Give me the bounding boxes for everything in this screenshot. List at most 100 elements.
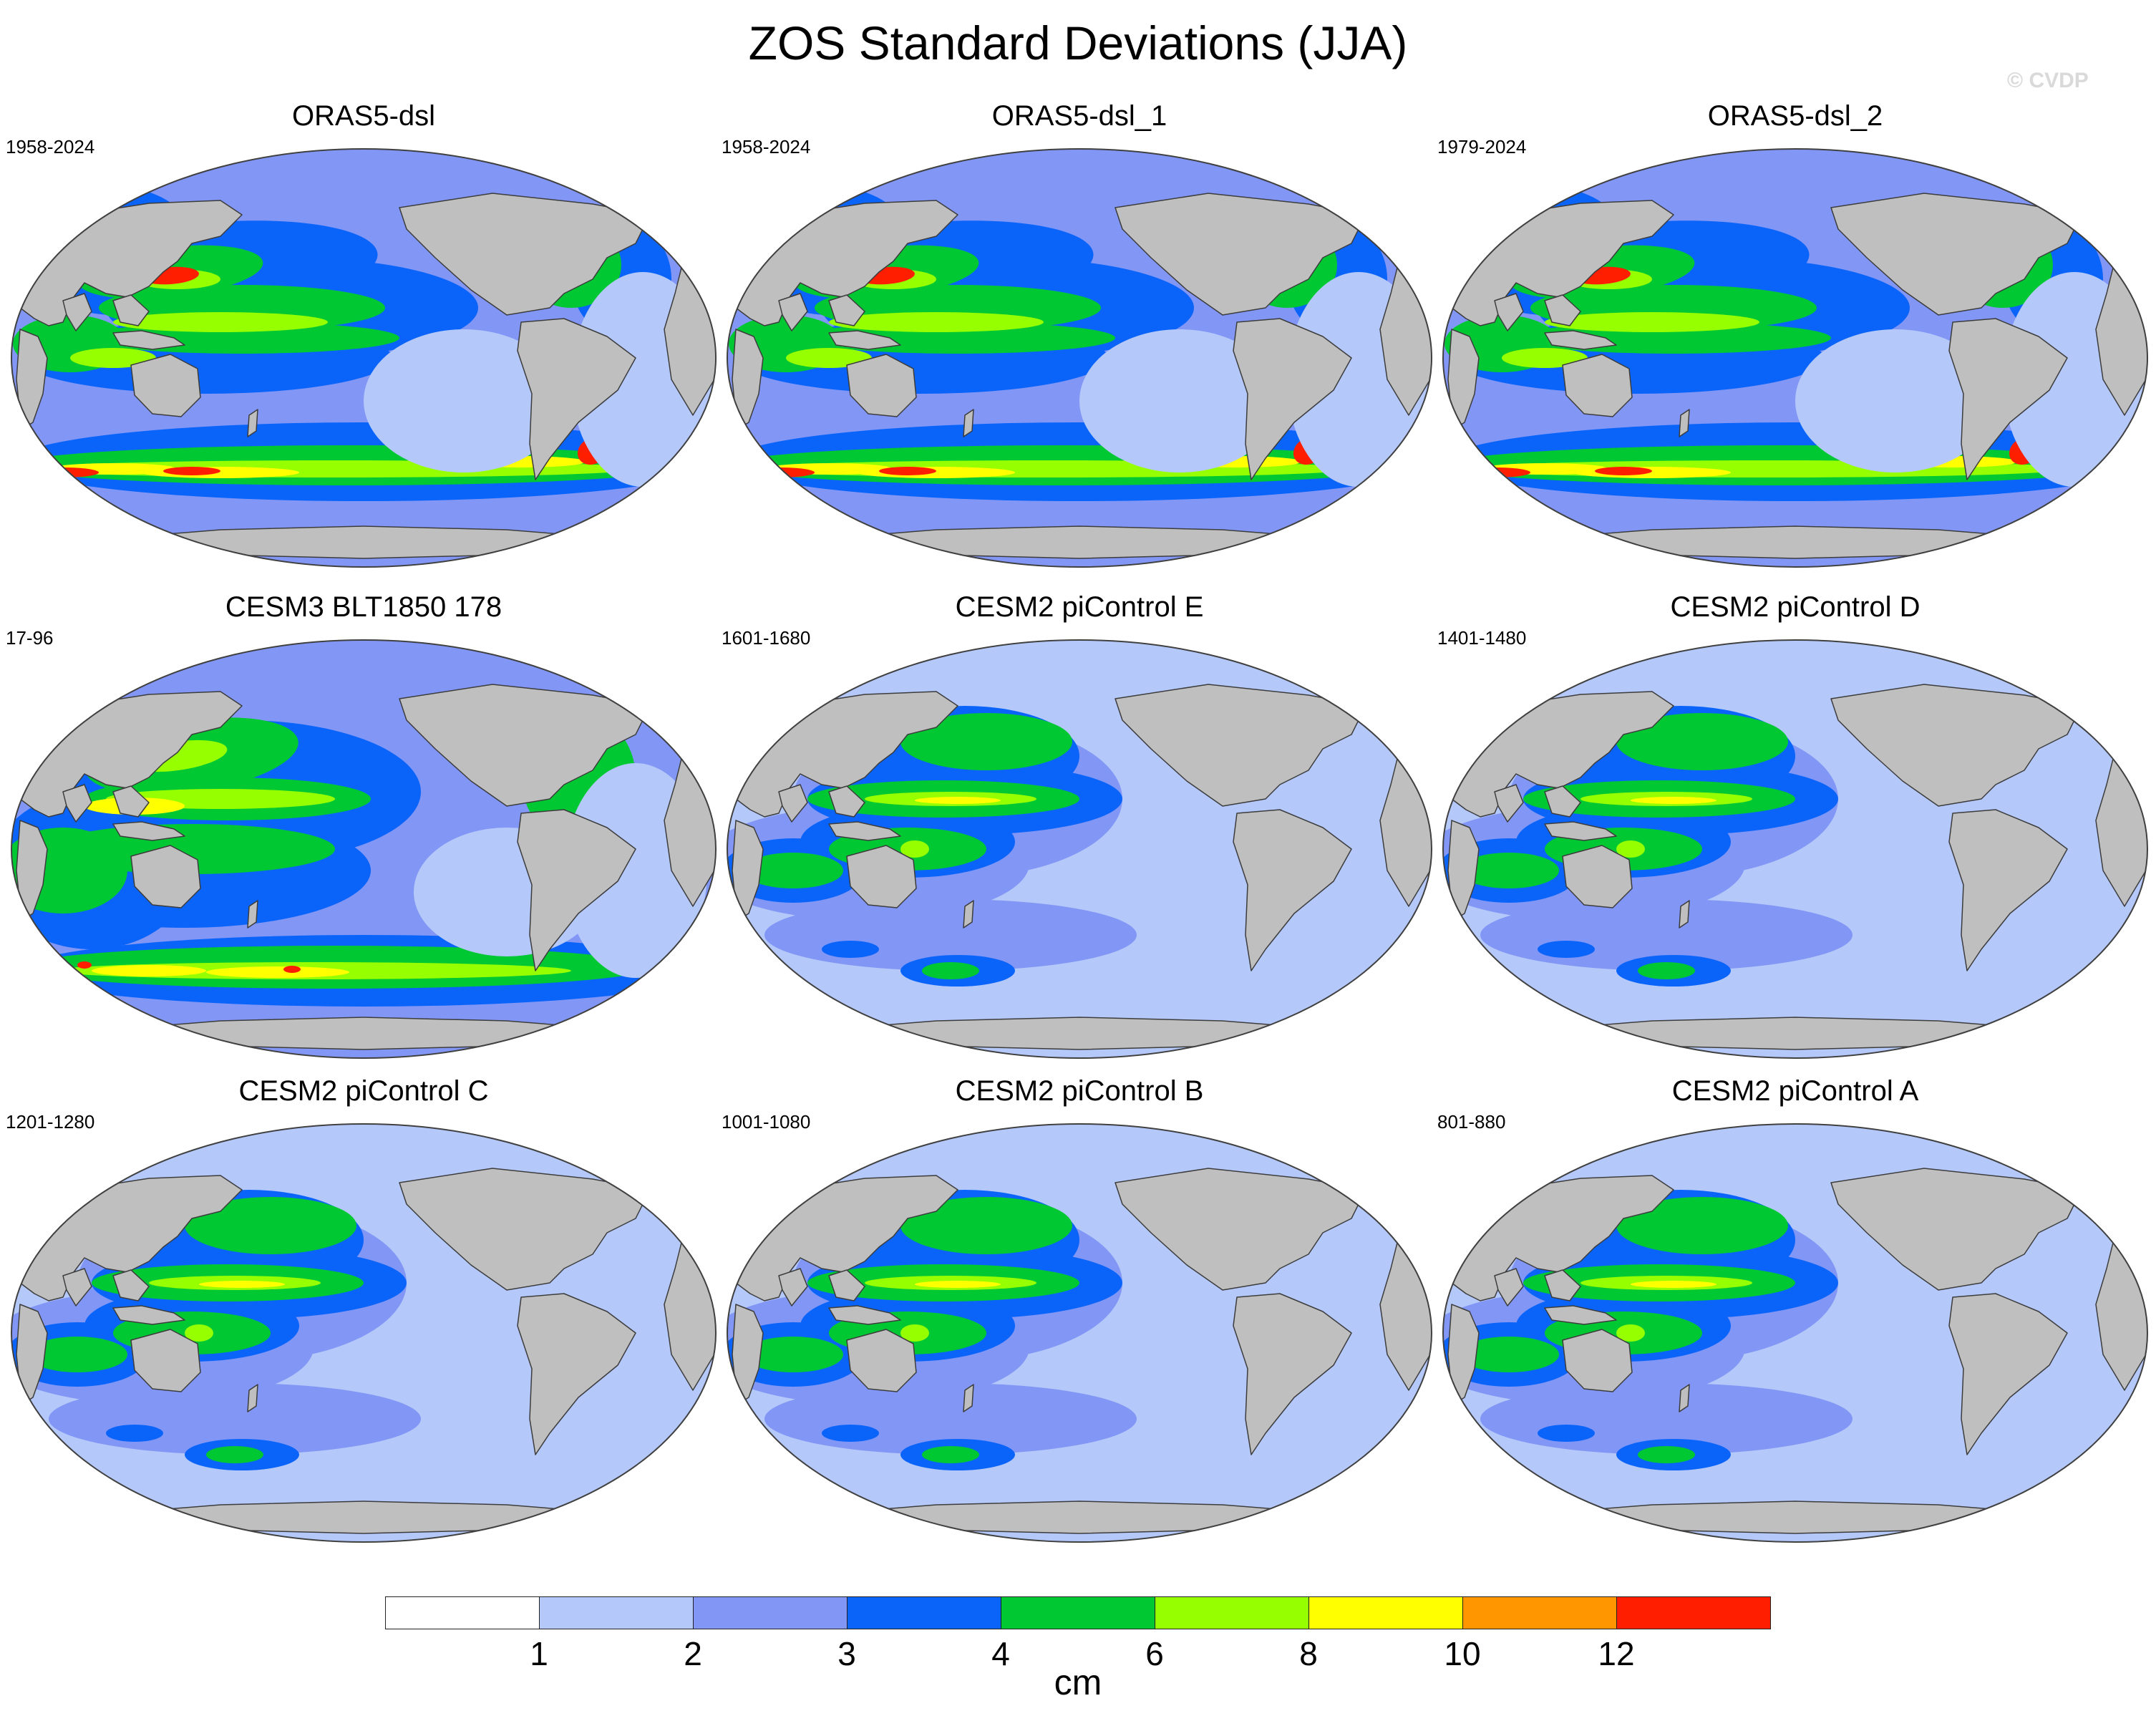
southeast-asia-outline — [828, 785, 865, 818]
std-dev-contour-region — [27, 467, 99, 477]
africa-outline — [1447, 820, 1480, 921]
colorbar-tick-label: 1 — [530, 1635, 548, 1672]
southeast-asia-outline — [112, 785, 150, 818]
panel-years: 1401-1480 — [1437, 627, 1527, 649]
india-outline — [62, 293, 92, 331]
south-america-outline — [1948, 318, 2068, 480]
globe-outline — [1442, 639, 2148, 1059]
australia-outline — [1562, 845, 1633, 908]
antarctic-ice-patch — [142, 1516, 199, 1530]
world-map — [1442, 1123, 2148, 1543]
arctic-band — [886, 149, 1029, 152]
std-dev-contour-region — [1538, 1425, 1595, 1442]
colorbar-tick-label: 4 — [991, 1635, 1010, 1672]
africa-outline — [16, 820, 48, 921]
std-dev-contour-region — [1459, 1337, 1559, 1372]
indonesia-outline — [1544, 330, 1617, 350]
colorbar-box — [539, 1596, 694, 1629]
australia-outline — [846, 1329, 917, 1392]
africa-outline — [16, 1304, 48, 1405]
std-dev-contour-region — [743, 853, 843, 888]
south-america-outline — [517, 809, 636, 971]
new-zealand-outline — [1679, 409, 1690, 437]
std-dev-contour-region — [364, 329, 564, 472]
colorbar-tick-label: 2 — [684, 1635, 702, 1672]
panel-years: 17-96 — [6, 627, 54, 649]
std-dev-contour-region — [163, 467, 220, 475]
new-zealand-outline — [247, 1384, 258, 1412]
panel-years: 1958-2024 — [722, 136, 811, 157]
map-panel-3: ORAS5-dsl_2 1979-2024 — [1437, 99, 2153, 571]
north-america-outline — [399, 193, 651, 316]
panel-years: 1979-2024 — [1437, 136, 1527, 157]
india-outline — [1494, 784, 1524, 823]
std-dev-contour-region — [1616, 1197, 1788, 1254]
india-outline — [778, 1268, 808, 1306]
new-zealand-outline — [247, 409, 258, 437]
world-map — [1442, 639, 2148, 1059]
std-dev-contour-region — [915, 797, 1001, 804]
world-map — [11, 148, 717, 568]
india-outline — [778, 293, 808, 331]
std-dev-contour-region — [77, 961, 92, 969]
colorbar-box — [1462, 1596, 1617, 1629]
north-america-outline — [1830, 193, 2082, 316]
india-outline — [62, 784, 92, 823]
std-dev-contour-region — [185, 1324, 213, 1342]
colorbar-box — [385, 1596, 540, 1629]
antarctic-ice-patch — [1573, 540, 1631, 555]
south-america-outline — [1233, 318, 1352, 480]
south-america-outline — [1233, 809, 1352, 971]
australia-outline — [1562, 1329, 1633, 1392]
map-panel-1: ORAS5-dsl 1958-2024 — [6, 99, 722, 571]
map-panel-6: CESM2 piControl D 1401-1480 — [1437, 590, 2153, 1062]
south-america-outline — [517, 318, 636, 480]
std-dev-contour-region — [1595, 467, 1652, 475]
std-dev-contour-region — [900, 840, 929, 858]
southeast-asia-outline — [112, 294, 150, 326]
australia-outline — [130, 1329, 201, 1392]
india-outline — [1494, 1268, 1524, 1306]
std-dev-contour-region — [900, 713, 1072, 770]
colorbar-box — [1155, 1596, 1309, 1629]
india-outline — [1494, 293, 1524, 331]
indonesia-outline — [112, 1305, 185, 1325]
std-dev-contour-region — [1616, 713, 1788, 770]
globe-outline — [11, 639, 717, 1059]
world-map — [727, 1123, 1432, 1543]
std-dev-contour-region — [879, 467, 936, 475]
arctic-band — [170, 640, 314, 643]
arctic-band — [170, 149, 314, 152]
north-america-outline — [1115, 1168, 1366, 1291]
world-map — [727, 639, 1432, 1059]
colorbar-tick-label: 8 — [1299, 1635, 1318, 1672]
std-dev-contour-region — [1616, 840, 1645, 858]
africa-outline — [1447, 329, 1480, 430]
africa-outline — [732, 820, 764, 921]
indonesia-outline — [1544, 1305, 1617, 1325]
colorbar-box — [1308, 1596, 1463, 1629]
std-dev-contour-region — [206, 966, 349, 978]
new-zealand-outline — [963, 409, 974, 437]
new-zealand-outline — [247, 900, 258, 929]
colorbar-box — [1616, 1596, 1771, 1629]
new-zealand-outline — [1679, 900, 1690, 929]
std-dev-contour-region — [1638, 1446, 1695, 1463]
world-map — [1442, 148, 2148, 568]
arctic-band — [1602, 149, 1745, 152]
panel-title: CESM2 piControl B — [955, 1075, 1204, 1107]
australia-outline — [130, 354, 201, 417]
globe-outline — [11, 148, 717, 568]
std-dev-contour-region — [1502, 348, 1588, 368]
std-dev-contour-region — [1631, 1281, 1716, 1288]
std-dev-contour-region — [900, 1324, 929, 1342]
greenland-outline — [1351, 170, 1406, 215]
south-america-outline — [1233, 1293, 1352, 1455]
greenland-outline — [2067, 170, 2122, 215]
panel-title: ORAS5-dsl_2 — [1707, 100, 1883, 132]
north-america-outline — [1830, 1168, 2082, 1291]
std-dev-contour-region — [900, 1197, 1072, 1254]
std-dev-contour-region — [92, 965, 206, 976]
india-outline — [778, 784, 808, 823]
globe-outline — [727, 639, 1432, 1059]
